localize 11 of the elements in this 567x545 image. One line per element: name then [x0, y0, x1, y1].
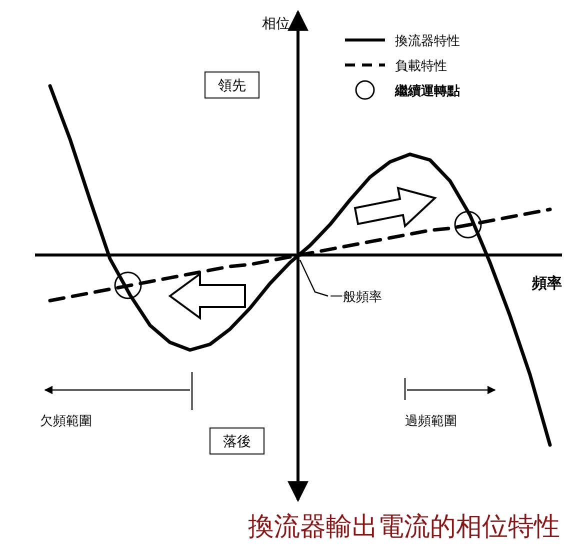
annotation: 領先: [218, 78, 246, 94]
annotation: 過頻範圍: [405, 414, 457, 429]
x-axis-title: 頻率: [531, 274, 562, 292]
annotation: 繼續運轉點: [394, 84, 460, 99]
y-axis-title: 相位: [262, 16, 290, 32]
legend-label: 負載特性: [395, 59, 447, 74]
legend-label: 換流器特性: [395, 33, 460, 49]
annotation: 欠頻範圍: [40, 414, 92, 429]
text: 換流器輸出電流的相位特性: [248, 512, 560, 542]
annotation: 一般頻率: [330, 289, 382, 305]
annotation: 落後: [223, 434, 251, 450]
